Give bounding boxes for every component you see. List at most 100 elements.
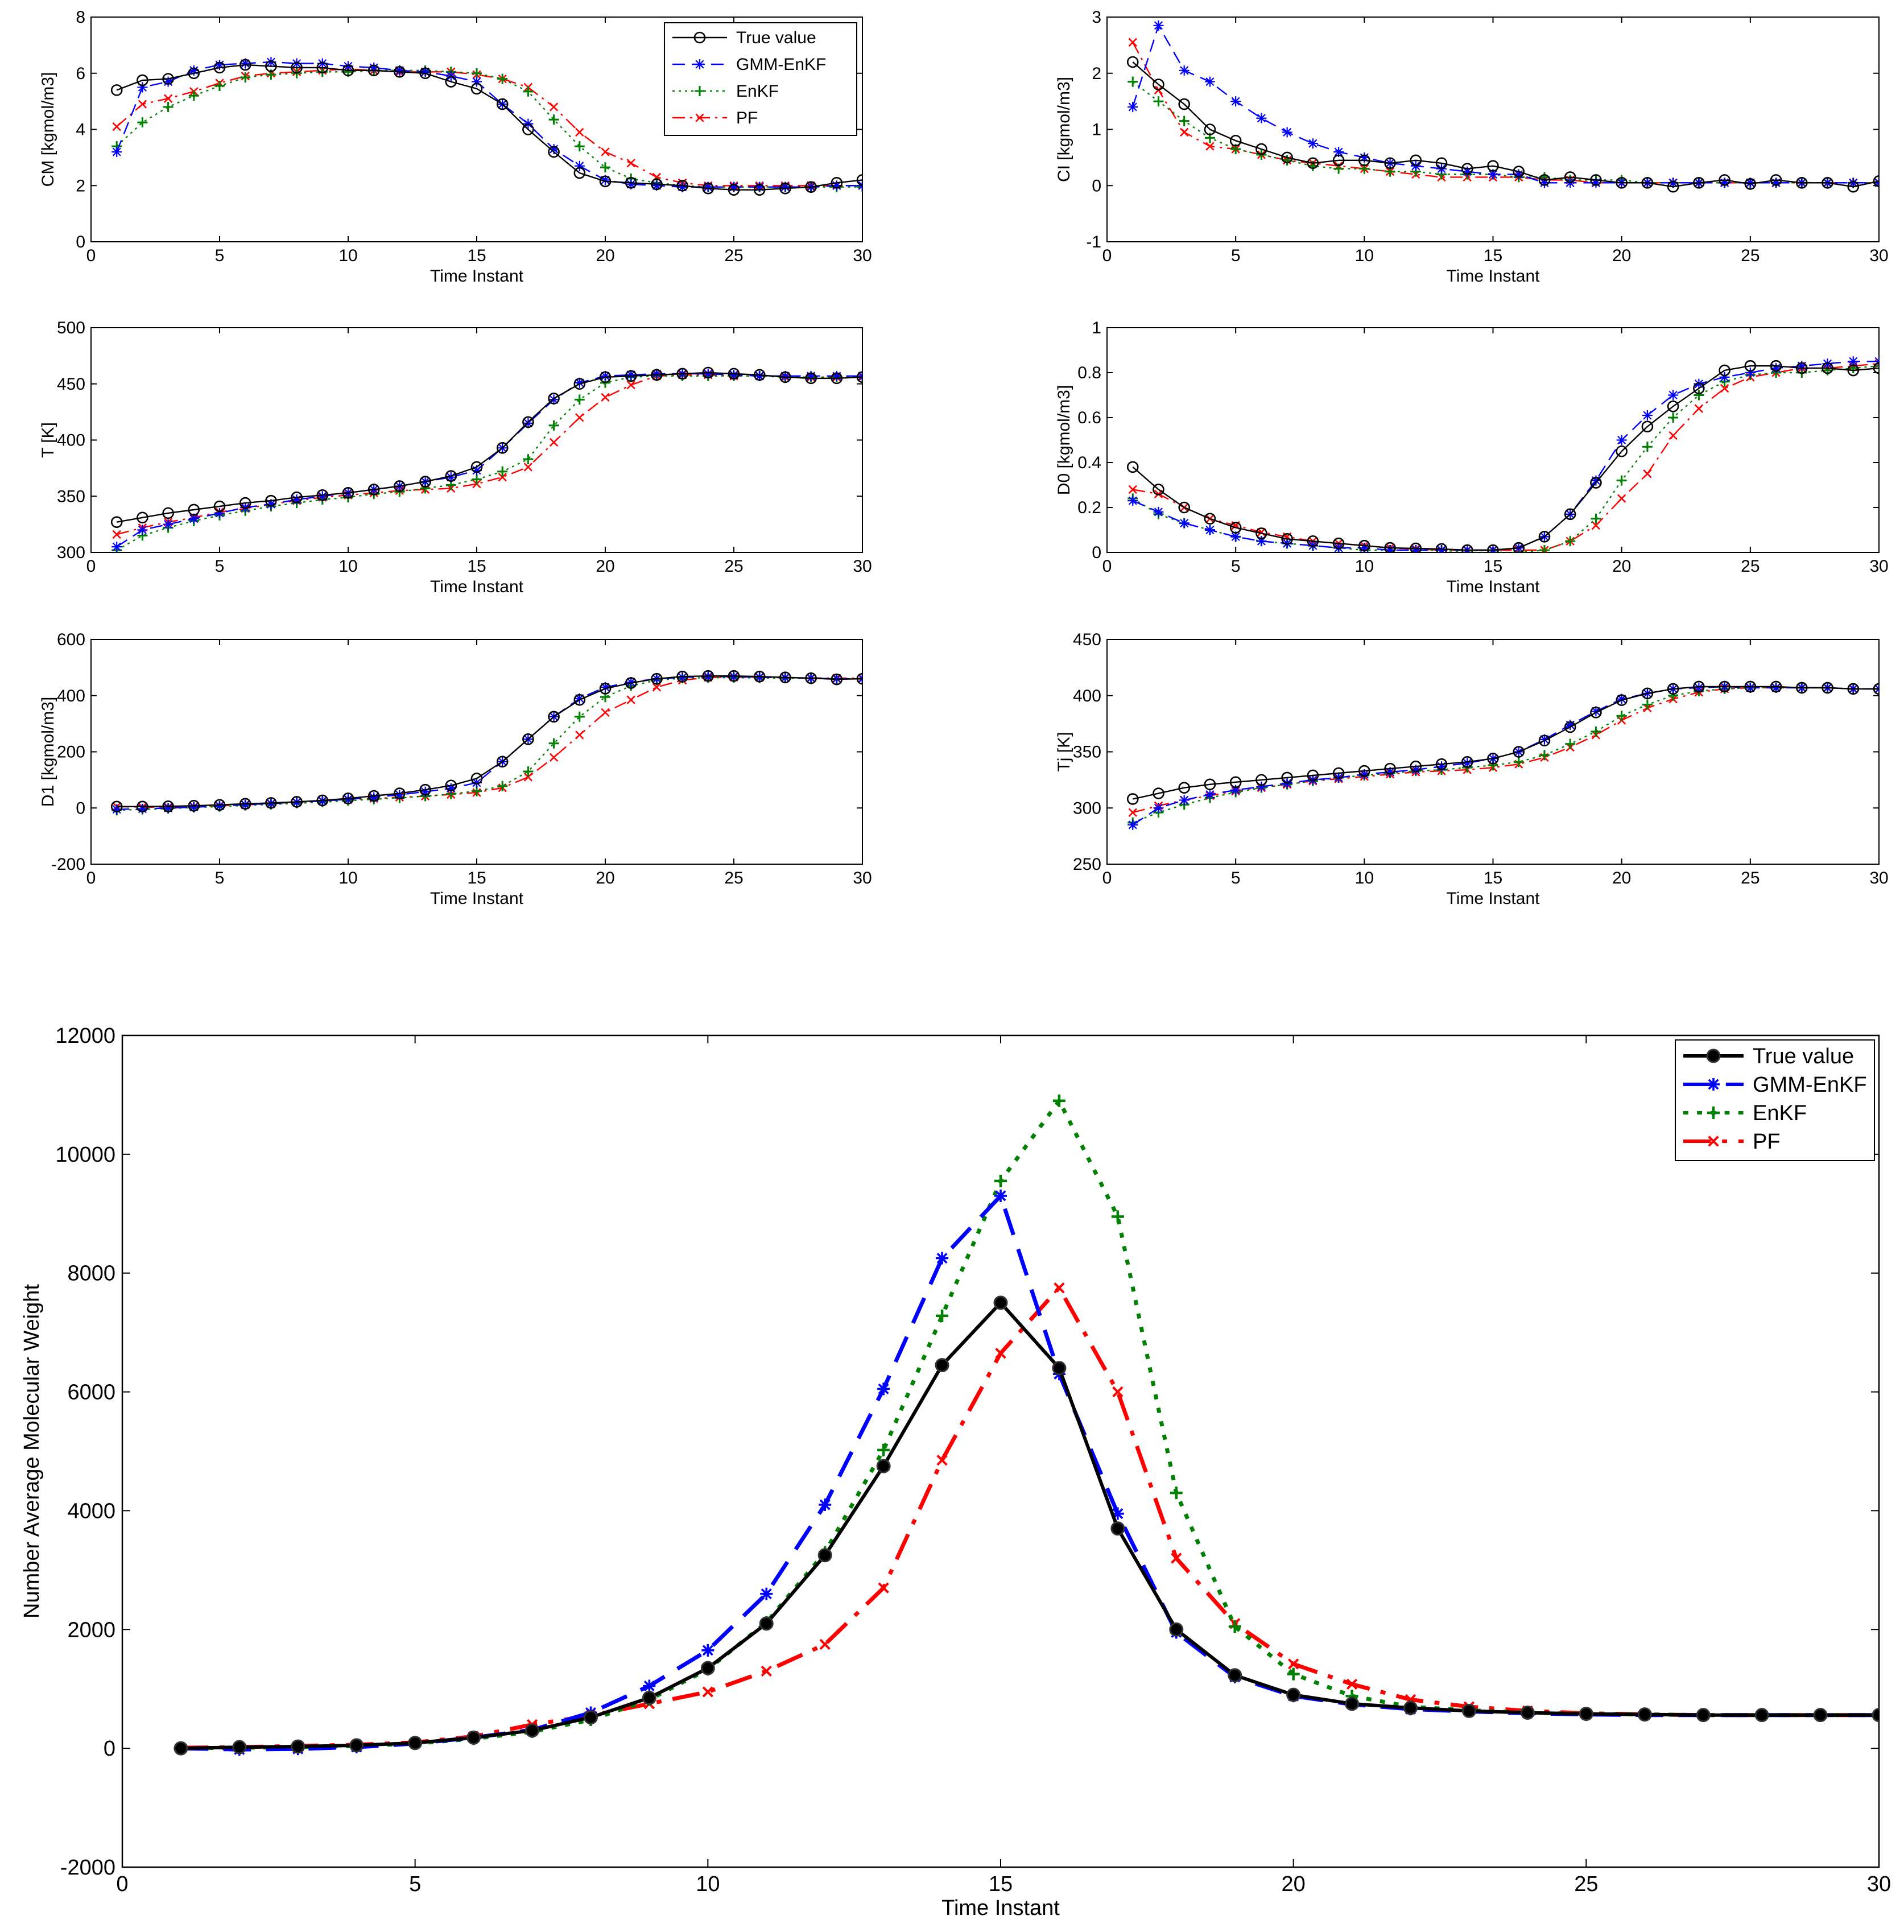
data-point-true-value [174,1741,188,1756]
data-point-enkf [523,454,534,465]
data-point-true-value [1719,364,1730,377]
data-point-true-value [1822,177,1833,189]
x-tick-label: 0 [86,246,96,265]
data-point-true-value [1719,174,1730,186]
data-point-gmm-enkf [1256,781,1267,792]
data-point-gmm-enkf [626,677,637,688]
chart-panel-6: 0 5 10 15 20 25 30 250 300 350 400 450 Time Instant T… [1055,630,1889,908]
data-point-true-value [239,497,251,509]
data-point-true-value [779,182,791,195]
y-tick-label: 8 [76,8,85,27]
data-point-true-value [316,794,329,807]
data-point-pf [601,708,610,717]
data-point-true-value [1255,774,1267,786]
data-point-true-value [1538,174,1551,186]
data-point-gmm-enkf [1848,356,1858,367]
data-point-gmm-enkf [317,58,328,69]
y-tick-label: 600 [57,630,85,649]
data-point-gmm-enkf [703,181,713,192]
series-layer [1126,20,1879,193]
data-point-pf [702,1686,713,1698]
data-point-pf [1054,1282,1065,1294]
data-point-true-value [676,179,688,192]
x-axis-label: Time Instant [430,577,524,596]
data-point-true-value [1796,362,1808,374]
data-point-enkf [137,117,148,128]
data-point-enkf [1591,726,1601,737]
data-point-gmm-enkf [1745,177,1756,188]
data-point-enkf [548,738,559,749]
x-tick-label: 30 [853,246,872,265]
data-point-true-value [1435,543,1448,552]
data-point-gmm-enkf [137,82,148,93]
data-point-gmm-enkf [343,61,353,72]
data-point-true-value [394,480,406,492]
data-point-true-value [1754,1708,1769,1723]
data-point-true-value [805,672,817,684]
data-point-true-value [779,371,791,383]
data-point-gmm-enkf [780,370,791,381]
data-point-gmm-enkf [1462,758,1473,769]
data-point-true-value [342,487,354,499]
data-point-true-value [1307,157,1319,170]
data-point-pf [626,159,635,168]
data-point-gmm-enkf [754,370,765,381]
data-point-true-value [831,177,843,189]
x-tick-label: 25 [1574,1872,1598,1896]
data-point-true-value [1384,157,1396,170]
data-point-enkf [1179,115,1190,126]
data-point-true-value [1281,151,1293,164]
y-axis-label: Number Average Molecular Weight [20,1284,44,1619]
legend-label-pf: PF [1753,1130,1781,1154]
y-tick-label: 6000 [67,1381,115,1405]
data-point-pf [575,413,584,422]
plot-area [1106,327,1880,553]
data-point-true-value [1564,171,1576,183]
data-point-true-value [1403,1700,1418,1715]
data-point-true-value [1590,174,1602,186]
data-point-true-value [137,511,148,524]
data-point-true-value [1281,771,1293,784]
data-point-pf [523,773,533,782]
legend-label-pf: PF [736,109,758,127]
data-point-pf [1128,485,1137,494]
data-point-gmm-enkf [1230,785,1241,795]
legend-marker-enkf [1707,1107,1720,1119]
data-point-gmm-enkf [163,76,174,87]
data-point-true-value [1178,98,1190,110]
data-point-enkf [1170,1487,1183,1500]
data-point-gmm-enkf [1204,76,1215,87]
x-axis-label: Time Instant [430,267,524,286]
x-tick-label: 30 [1867,1872,1891,1896]
y-axis-label: CM [kgmol/m3] [39,72,57,187]
data-point-true-value [213,61,226,74]
data-point-gmm-enkf [1436,545,1447,552]
data-point-true-value [1590,707,1602,719]
data-point-gmm-enkf [137,803,148,814]
data-point-true-value [110,516,123,528]
data-point-true-value [759,1616,774,1631]
data-point-gmm-enkf [729,181,739,192]
legend: True value GMM-EnKF EnKF PF [664,22,857,136]
x-tick-label: 30 [853,557,872,576]
data-point-true-value [1538,734,1551,747]
data-point-gmm-enkf [1848,177,1858,188]
data-point-true-value [1169,1622,1184,1637]
data-point-pf [1720,383,1729,393]
data-point-pf [1128,808,1137,817]
data-point-true-value [137,74,148,86]
data-point-true-value [599,683,612,695]
chart-panel-7: 0 5 10 15 20 25 30-200002000400060008000100001… [20,1024,1891,1920]
legend-marker-true-value [693,31,706,44]
data-point-pf [878,1582,889,1594]
x-tick-label: 20 [596,246,614,265]
data-point-gmm-enkf [1668,390,1679,401]
data-point-enkf [523,766,534,777]
data-point-enkf [857,181,862,192]
data-point-true-value [1358,765,1370,777]
data-point-true-value [188,67,200,80]
x-tick-label: 5 [215,246,225,265]
legend-label-gmm-enkf: GMM-EnKF [1753,1073,1867,1097]
data-point-true-value [583,1710,598,1725]
data-point-true-value [548,146,560,158]
